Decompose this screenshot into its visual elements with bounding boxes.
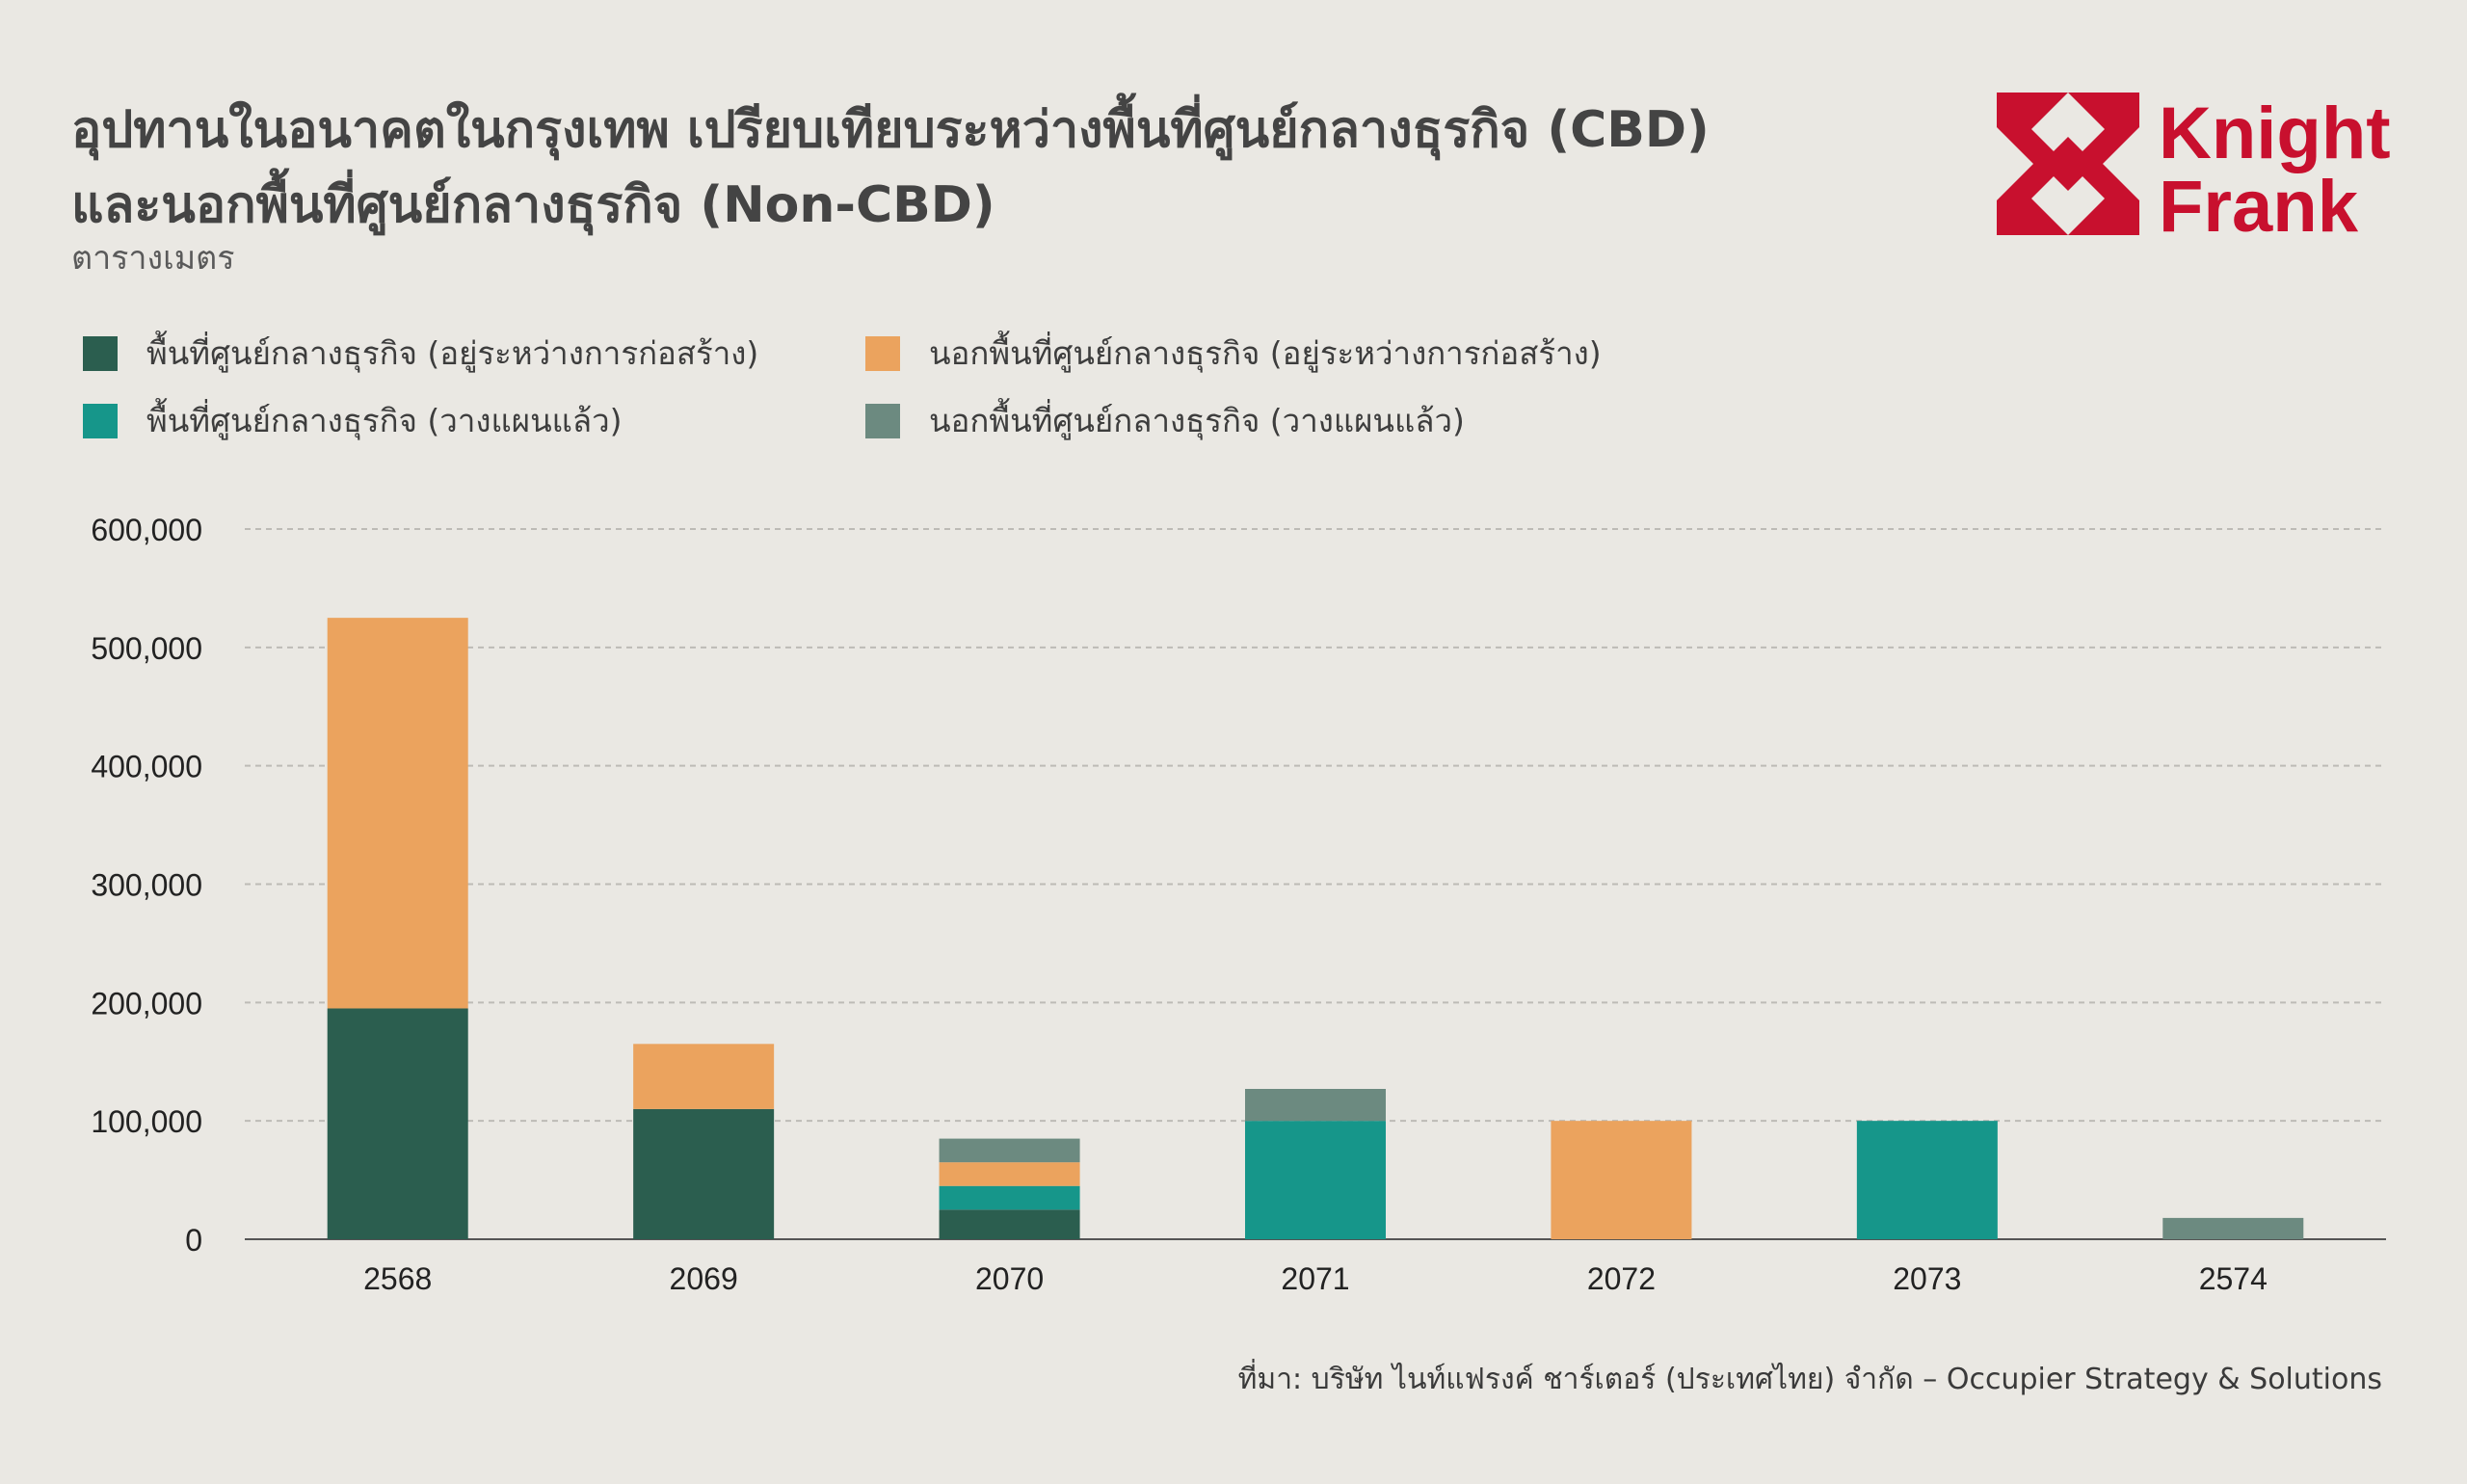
x-tick-label: 2073 [1893, 1261, 1961, 1296]
y-tick-label: 400,000 [91, 750, 202, 784]
bar-segment [939, 1162, 1080, 1186]
bar-segment [327, 1008, 468, 1239]
bar-segment [939, 1209, 1080, 1239]
y-tick-label: 500,000 [91, 631, 202, 666]
bar-segment [633, 1044, 775, 1109]
x-tick-label: 2574 [2199, 1261, 2268, 1296]
x-tick-label: 2071 [1281, 1261, 1349, 1296]
legend-item: พื้นที่ศูนย์กลางธุรกิจ (วางแผนแล้ว) [83, 395, 623, 446]
knight-frank-logo: Knight Frank [1997, 93, 2391, 243]
legend-swatch [865, 403, 900, 438]
bar-segment [1245, 1121, 1386, 1239]
legend-item: พื้นที่ศูนย์กลางธุรกิจ (อยู่ระหว่างการก่… [83, 328, 758, 379]
x-tick-label: 2568 [363, 1261, 432, 1296]
x-tick-label: 2069 [670, 1261, 738, 1296]
bar-segment [1551, 1121, 1692, 1239]
x-tick-label: 2072 [1587, 1261, 1656, 1296]
bar-segment [939, 1185, 1080, 1210]
legend-item: นอกพื้นที่ศูนย์กลางธุรกิจ (วางแผนแล้ว) [865, 395, 1465, 446]
y-tick-label: 100,000 [91, 1104, 202, 1139]
y-tick-label: 600,000 [91, 513, 202, 547]
bar-segment [633, 1108, 775, 1239]
chart-title-line-2: และนอกพื้นที่ศูนย์กลางธุรกิจ (Non-CBD) [71, 176, 995, 234]
legend-label: นอกพื้นที่ศูนย์กลางธุรกิจ (อยู่ระหว่างกา… [929, 334, 1602, 372]
bar-segment [2162, 1217, 2304, 1239]
legend-item: นอกพื้นที่ศูนย์กลางธุรกิจ (อยู่ระหว่างกา… [865, 328, 1602, 379]
legend-swatch [83, 335, 118, 371]
logo-text-knight: Knight [2159, 93, 2391, 174]
legend-label: พื้นที่ศูนย์กลางธุรกิจ (อยู่ระหว่างการก่… [146, 334, 759, 372]
y-tick-label: 0 [185, 1223, 202, 1258]
stacked-bar-chart: 0 100,000 200,000 300,000 400,000 500,000 600,… [91, 513, 2386, 1296]
bar-segment [327, 618, 468, 1009]
bar-segment [939, 1138, 1080, 1163]
x-tick-label: 2070 [975, 1261, 1044, 1296]
legend-swatch [865, 335, 900, 371]
chart-unit-subtitle: ตารางเมตร [71, 239, 235, 278]
chart-title: อุปทานในอนาคตในกรุงเทพ เปรียบเทียบระหว่า… [71, 93, 1710, 243]
y-tick-label: 200,000 [91, 986, 202, 1020]
logo-text-frank: Frank [2159, 166, 2359, 243]
chart-legend: พื้นที่ศูนย์กลางธุรกิจ (อยู่ระหว่างการก่… [83, 328, 1721, 463]
y-tick-label: 300,000 [91, 868, 202, 903]
legend-label: พื้นที่ศูนย์กลางธุรกิจ (วางแผนแล้ว) [146, 402, 623, 439]
logo-mark-icon [1997, 93, 2139, 235]
legend-swatch [83, 403, 118, 438]
bar-segment [1245, 1089, 1386, 1122]
chart-title-line-1: อุปทานในอนาคตในกรุงเทพ เปรียบเทียบระหว่า… [71, 101, 1710, 159]
source-note: ที่มา: บริษัท ไนท์แฟรงค์ ชาร์เตอร์ (ประเ… [1237, 1363, 2382, 1396]
legend-label: นอกพื้นที่ศูนย์กลางธุรกิจ (วางแผนแล้ว) [929, 402, 1465, 439]
bar-segment [1856, 1121, 1998, 1239]
